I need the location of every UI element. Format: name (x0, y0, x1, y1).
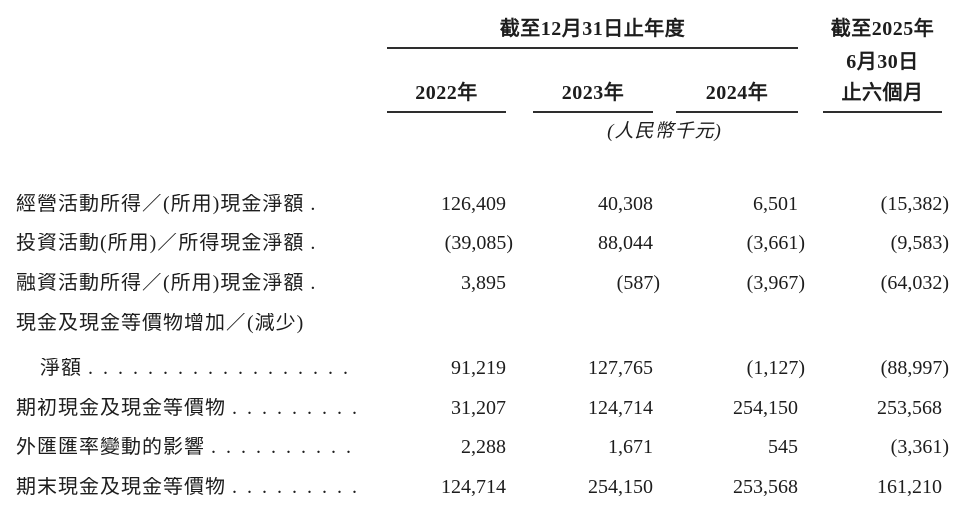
table-row: 經營活動所得／(所用)現金淨額 . 126,409 40,308 6,501 (… (16, 193, 949, 215)
row-label: 融資活動所得／(所用)現金淨額 (16, 273, 305, 294)
column-rule-2024 (676, 111, 798, 113)
cell-value: (3,661) (746, 232, 805, 254)
row-label-cell: 投資活動(所用)／所得現金淨額 . (16, 233, 356, 254)
leader-dots: . (310, 233, 317, 254)
row-label: 經營活動所得／(所用)現金淨額 (16, 194, 305, 215)
cell-value: 253,568 (877, 397, 942, 419)
column-rule-2023 (533, 111, 653, 113)
cell-value: 40,308 (598, 193, 653, 215)
cell-value: 545 (768, 436, 798, 458)
currency-unit-note: (人民幣千元) (607, 121, 722, 142)
column-header-2023: 2023年 (561, 82, 625, 104)
cell-value: 91,219 (451, 357, 506, 379)
cell-value: (9,583) (890, 232, 949, 254)
cell-value: (39,085) (444, 232, 513, 254)
row-label-cell: 外匯匯率變動的影響 . . . . . . . . . . (16, 437, 356, 458)
row-label: 投資活動(所用)／所得現金淨額 (16, 233, 305, 254)
cell-value: 254,150 (733, 397, 798, 419)
period-group-line-2: 6月30日 (846, 51, 919, 73)
row-label: 期末現金及現金等價物 (16, 477, 226, 498)
column-rule-2022 (387, 111, 506, 113)
cell-value: (3,967) (746, 272, 805, 294)
table-row: 投資活動(所用)／所得現金淨額 . (39,085) 88,044 (3,661… (16, 232, 949, 254)
row-label-cell: 期末現金及現金等價物 . . . . . . . . . (16, 477, 356, 498)
table-row: 外匯匯率變動的影響 . . . . . . . . . . 2,288 1,67… (16, 436, 949, 458)
leader-dots: . . . . . . . . . . (211, 437, 352, 458)
period-group-line-1: 截至2025年 (830, 18, 935, 40)
row-label-cell: 融資活動所得／(所用)現金淨額 . (16, 273, 356, 294)
row-label-cell: 經營活動所得／(所用)現金淨額 . (16, 194, 356, 215)
cell-value: 31,207 (451, 397, 506, 419)
cell-value (676, 313, 798, 334)
cell-value: 3,895 (461, 272, 506, 294)
year-group-rule (387, 47, 798, 49)
cell-value: (587) (616, 272, 660, 294)
cell-value (823, 313, 942, 334)
cell-value: 254,150 (588, 476, 653, 498)
row-label: 淨額 (40, 358, 82, 379)
cell-value: 88,044 (598, 232, 653, 254)
cell-value: (1,127) (746, 357, 805, 379)
column-header-2024: 2024年 (705, 82, 769, 104)
row-label: 外匯匯率變動的影響 (16, 437, 205, 458)
table-row: 現金及現金等價物增加／(減少) (16, 313, 942, 334)
cell-value: 124,714 (441, 476, 506, 498)
cell-value: (3,361) (890, 436, 949, 458)
cell-value: (15,382) (880, 193, 949, 215)
cell-value: (64,032) (880, 272, 949, 294)
year-group-title: 截至12月31日止年度 (499, 18, 686, 40)
column-rule-period (823, 111, 942, 113)
leader-dots: . (310, 194, 317, 215)
cell-value: 127,765 (588, 357, 653, 379)
column-header-2022: 2022年 (415, 82, 478, 104)
row-label-cell: 淨額 . . . . . . . . . . . . . . . . . . .… (16, 358, 356, 379)
cell-value (533, 313, 653, 334)
cell-value: 6,501 (753, 193, 798, 215)
period-group-line-3: 止六個月 (841, 82, 924, 104)
cell-value: 124,714 (588, 397, 653, 419)
cell-value: (88,997) (880, 357, 949, 379)
cell-value: 1,671 (608, 436, 653, 458)
table-row: 期末現金及現金等價物 . . . . . . . . . 124,714 254… (16, 477, 942, 498)
table-row: 期初現金及現金等價物 . . . . . . . . . 31,207 124,… (16, 398, 942, 419)
cell-value: 161,210 (877, 476, 942, 498)
leader-dots: . . . . . . . . . . . . . . . . . . . . … (88, 358, 356, 379)
row-label: 期初現金及現金等價物 (16, 398, 226, 419)
cell-value: 2,288 (461, 436, 506, 458)
row-label-cell: 期初現金及現金等價物 . . . . . . . . . (16, 398, 356, 419)
cell-value (387, 313, 506, 334)
leader-dots: . . . . . . . . . (232, 398, 356, 419)
cell-value: 126,409 (441, 193, 506, 215)
table-row: 淨額 . . . . . . . . . . . . . . . . . . .… (16, 357, 949, 379)
row-label-cell: 現金及現金等價物增加／(減少) (16, 313, 356, 334)
leader-dots: . (310, 273, 317, 294)
table-row: 融資活動所得／(所用)現金淨額 . 3,895 (587) (3,967) (6… (16, 272, 949, 294)
row-label: 現金及現金等價物增加／(減少) (16, 313, 305, 334)
leader-dots: . . . . . . . . . (232, 477, 356, 498)
leader-dots (310, 313, 356, 334)
cell-value: 253,568 (733, 476, 798, 498)
